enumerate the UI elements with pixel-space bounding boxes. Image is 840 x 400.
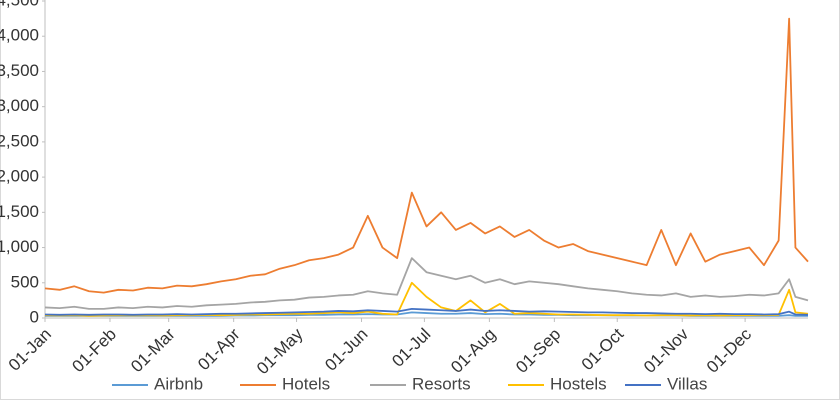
x-tick-label: 01-Aug	[447, 325, 499, 377]
x-tick-label: 01-Jun	[321, 325, 371, 375]
y-tick-label: 3,000	[0, 96, 39, 115]
y-tick-label: 4,500	[0, 0, 39, 9]
y-tick-label: 2,500	[0, 131, 39, 150]
x-tick-label: 01-May	[253, 324, 307, 378]
y-tick-label: 500	[11, 272, 39, 291]
x-tick-label: 01-Apr	[194, 324, 244, 374]
legend-label: Resorts	[412, 374, 471, 393]
legend-label: Villas	[667, 374, 707, 393]
y-tick-label: 0	[30, 307, 39, 326]
x-tick-label: 01-Feb	[68, 325, 120, 377]
x-tick-label: 01-Sep	[512, 325, 564, 377]
y-tick-label: 3,500	[0, 61, 39, 80]
legend-label: Hostels	[550, 374, 607, 393]
y-tick-label: 2,000	[0, 167, 39, 186]
legend-label: Airbnb	[154, 374, 203, 393]
series-line	[44, 307, 809, 316]
x-tick-label: 01-Jul	[388, 325, 434, 371]
series-line	[44, 17, 809, 294]
x-tick-label: 01-Oct	[578, 324, 628, 374]
y-tick-label: 1,000	[0, 237, 39, 256]
x-tick-label: 01-Dec	[703, 324, 756, 377]
x-tick-label: 01-Nov	[640, 324, 693, 377]
legend-label: Hotels	[282, 374, 330, 393]
x-tick-label: 01-Mar	[127, 324, 179, 376]
y-tick-label: 4,000	[0, 26, 39, 45]
x-tick-label: 01-Jan	[5, 325, 55, 375]
series-line	[44, 281, 809, 317]
series-line	[44, 257, 809, 310]
y-tick-label: 1,500	[0, 202, 39, 221]
